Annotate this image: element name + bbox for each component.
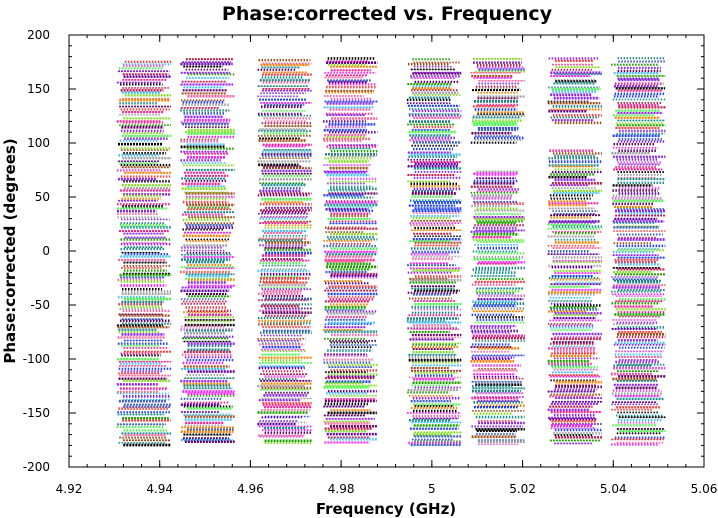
y-tick-label: -200 [23,460,50,474]
spectral-window-8 [611,57,666,446]
x-axis-label: Frequency (GHz) [316,500,456,518]
y-tick-label: 100 [27,136,50,150]
x-tick-label: 5.02 [509,482,536,496]
data-points [116,57,666,447]
y-tick-label: -150 [23,406,50,420]
y-tick-label: 50 [35,190,50,204]
x-tick-label: 4.96 [237,482,264,496]
y-tick-label: -50 [30,298,50,312]
chart-title: Phase:corrected vs. Frequency [222,3,553,25]
spectral-window-4 [323,57,378,444]
x-tick-label: 5 [428,482,436,496]
x-tick-label: 5.04 [600,482,627,496]
y-tick-label: -100 [23,352,50,366]
y-tick-label: 0 [42,244,50,258]
spectral-window-1 [116,60,172,447]
spectral-window-5 [406,58,462,447]
y-tick-label: 150 [27,82,50,96]
x-tick-label: 4.92 [56,482,83,496]
x-tick-label: 4.94 [146,482,173,496]
y-tick-label: 200 [27,28,50,42]
spectral-window-3 [257,58,312,444]
x-axis-ticks: 4.92 4.94 4.96 4.98 5 5.02 5.04 5.06 [56,35,718,496]
y-axis-ticks: -200 -150 -100 -50 0 50 100 150 200 [23,28,704,474]
spectral-window-2 [180,58,235,443]
x-tick-label: 4.98 [328,482,355,496]
spectral-window-7 [547,57,602,445]
y-axis-label: Phase:corrected (degrees) [1,138,19,363]
x-tick-label: 5.06 [691,482,718,496]
spectral-window-6 [470,58,525,446]
